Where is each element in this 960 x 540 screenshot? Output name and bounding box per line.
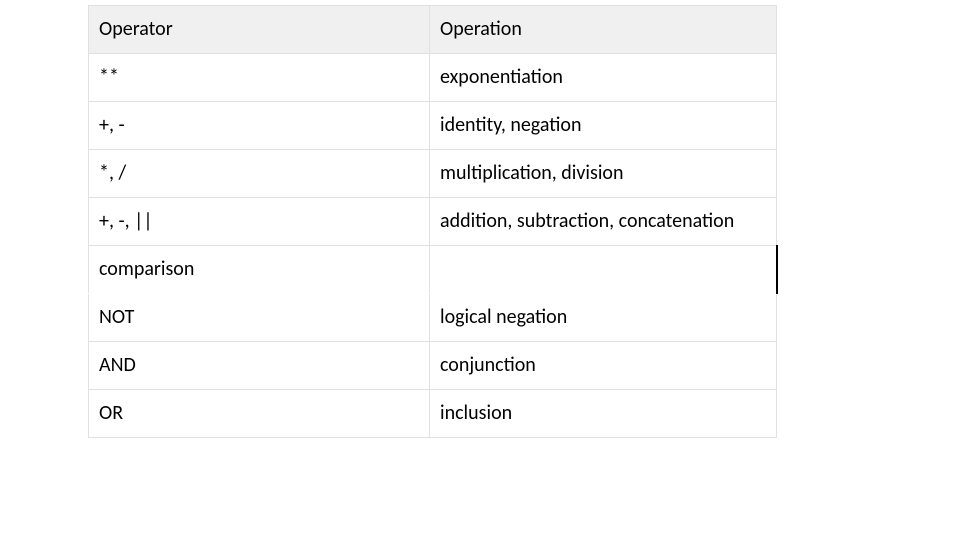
cell-operator: +, -, ||: [89, 198, 430, 246]
table-row: NOT logical negation: [89, 294, 777, 342]
col-header-operation: Operation: [430, 6, 777, 54]
cell-operation: addition, subtraction, concatenation: [430, 198, 777, 246]
cell-operator: +, -: [89, 102, 430, 150]
cell-operation: inclusion: [430, 390, 777, 438]
cell-operation: [430, 246, 777, 294]
cell-operation: multiplication, division: [430, 150, 777, 198]
cell-operator: **: [89, 54, 430, 102]
col-header-operator: Operator: [89, 6, 430, 54]
operator-table: Operator Operation ** exponentiation +, …: [88, 5, 778, 438]
table-row: +, - identity, negation: [89, 102, 777, 150]
cell-operator: AND: [89, 342, 430, 390]
table-row: comparison: [89, 246, 777, 294]
table-row: AND conjunction: [89, 342, 777, 390]
cell-operation: conjunction: [430, 342, 777, 390]
cell-operation: identity, negation: [430, 102, 777, 150]
cell-operator: *, /: [89, 150, 430, 198]
cell-operator: NOT: [89, 294, 430, 342]
table-row: +, -, || addition, subtraction, concaten…: [89, 198, 777, 246]
table-header-row: Operator Operation: [89, 6, 777, 54]
cell-operation: exponentiation: [430, 54, 777, 102]
cell-operator: OR: [89, 390, 430, 438]
table-row: ** exponentiation: [89, 54, 777, 102]
operator-table-container: Operator Operation ** exponentiation +, …: [88, 5, 776, 438]
table-row: *, / multiplication, division: [89, 150, 777, 198]
cell-operation: logical negation: [430, 294, 777, 342]
cell-operator: comparison: [89, 246, 430, 294]
table-row: OR inclusion: [89, 390, 777, 438]
